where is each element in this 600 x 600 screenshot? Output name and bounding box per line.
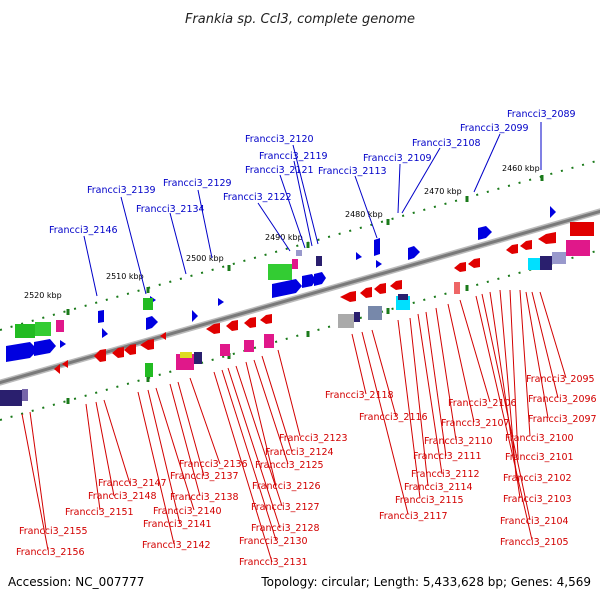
map-title: Frankia sp. CcI3, complete genome: [185, 12, 415, 27]
label-francci3-2106: Francci3_2106: [448, 398, 517, 409]
label-francci3-2108: Francci3_2108: [412, 138, 481, 149]
label-francci3-2151: Francci3_2151: [65, 507, 134, 518]
label-francci3-2115: Francci3_2115: [395, 495, 464, 506]
scale-label-2510: 2510 kbp: [106, 272, 144, 281]
top-connectors: [83, 122, 542, 297]
label-francci3-2140: Francci3_2140: [153, 506, 222, 517]
label-francci3-2118: Francci3_2118: [325, 390, 394, 401]
label-francci3-2124: Francci3_2124: [265, 447, 334, 458]
label-francci3-2130: Francci3_2130: [239, 536, 308, 547]
label-francci3-2114: Francci3_2114: [404, 482, 473, 493]
label-francci3-2148: Francci3_2148: [88, 491, 157, 502]
label-francci3-2119: Francci3_2119: [259, 151, 328, 162]
label-francci3-2123: Francci3_2123: [279, 433, 348, 444]
label-francci3-2137: Francci3_2137: [170, 471, 239, 482]
label-francci3-2126: Francci3_2126: [252, 481, 321, 492]
label-francci3-2139: Francci3_2139: [87, 185, 156, 196]
scale-label-2460: 2460 kbp: [502, 164, 540, 173]
label-francci3-2146: Francci3_2146: [49, 225, 118, 236]
label-francci3-2131: Francci3_2131: [239, 557, 308, 568]
label-francci3-2102: Francci3_2102: [503, 473, 572, 484]
label-francci3-2122: Francci3_2122: [223, 192, 292, 203]
label-francci3-2125: Francci3_2125: [255, 460, 324, 471]
ruler-line-inner: [0, 249, 600, 421]
label-francci3-2127: Francci3_2127: [251, 502, 320, 513]
label-francci3-2141: Francci3_2141: [143, 519, 212, 530]
label-francci3-2138: Francci3_2138: [170, 492, 239, 503]
label-francci3-2100: Francci3_2100: [505, 433, 574, 444]
label-francci3-2101: Francci3_2101: [505, 452, 574, 463]
label-francci3-2110: Francci3_2110: [424, 436, 493, 447]
label-francci3-2117: Francci3_2117: [379, 511, 448, 522]
label-francci3-2107: Francci3_2107: [441, 418, 510, 429]
label-francci3-2134: Francci3_2134: [136, 204, 205, 215]
topology-text: Topology: circular; Length: 5,433,628 bp…: [260, 575, 591, 589]
label-francci3-2121: Francci3_2121: [245, 165, 314, 176]
scale-label-2500: 2500 kbp: [186, 254, 224, 263]
label-francci3-2095: Francci3_2095: [526, 374, 595, 385]
top-gene-labels: Francci3_2089 Francci3_2099 Francci3_210…: [49, 109, 576, 236]
gc-content-blocks: [0, 222, 594, 406]
bottom-connectors: [21, 289, 567, 563]
label-francci3-2096: Francci3_2096: [528, 394, 597, 405]
label-francci3-2097: Francci3_2097: [528, 414, 597, 425]
label-francci3-2111: Francci3_2111: [413, 451, 482, 462]
reverse-strand-genes: [54, 232, 556, 374]
accession-text: Accession: NC_007777: [8, 575, 144, 589]
forward-strand-genes: [6, 206, 556, 362]
label-francci3-2089: Francci3_2089: [507, 109, 576, 120]
label-francci3-2099: Francci3_2099: [460, 123, 529, 134]
label-francci3-2156: Francci3_2156: [16, 547, 85, 558]
label-francci3-2142: Francci3_2142: [142, 540, 211, 551]
label-francci3-2147: Francci3_2147: [98, 478, 167, 489]
label-francci3-2104: Francci3_2104: [500, 516, 569, 527]
scale-label-2520: 2520 kbp: [24, 291, 62, 300]
label-francci3-2103: Francci3_2103: [503, 494, 572, 505]
label-francci3-2120: Francci3_2120: [245, 134, 314, 145]
label-francci3-2112: Francci3_2112: [411, 469, 480, 480]
bottom-gene-labels: Francci3_2095 Francci3_2096 Francci3_209…: [16, 374, 597, 568]
label-francci3-2129: Francci3_2129: [163, 178, 232, 189]
scale-label-2470: 2470 kbp: [424, 187, 462, 196]
label-francci3-2109: Francci3_2109: [363, 153, 432, 164]
label-francci3-2116: Francci3_2116: [359, 412, 428, 423]
label-francci3-2113: Francci3_2113: [318, 166, 387, 177]
label-francci3-2155: Francci3_2155: [19, 526, 88, 537]
label-francci3-2105: Francci3_2105: [500, 537, 569, 548]
label-francci3-2136: Francci3_2136: [179, 459, 248, 470]
scale-label-2480: 2480 kbp: [345, 210, 383, 219]
label-francci3-2128: Francci3_2128: [251, 523, 320, 534]
scale-label-2490: 2490 kbp: [265, 233, 303, 242]
